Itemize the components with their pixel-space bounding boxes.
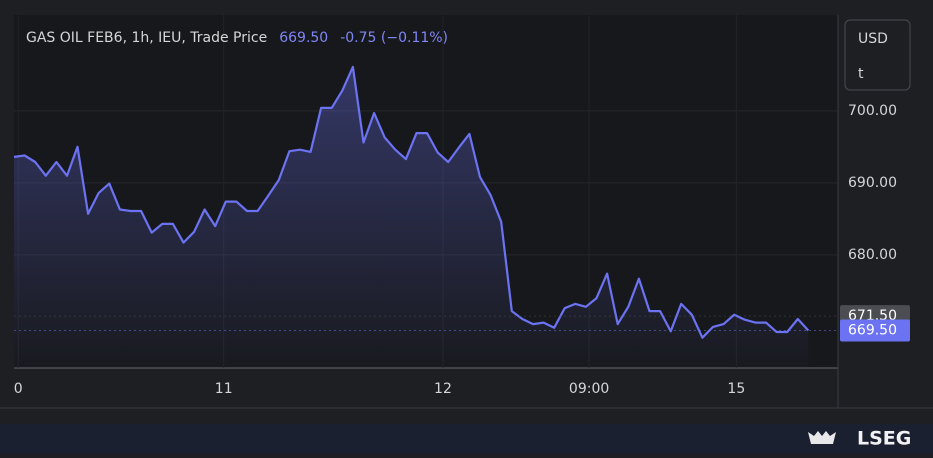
brand: LSEG [857, 428, 911, 450]
logo-icon [808, 431, 836, 444]
last-price: 669.50 [279, 30, 328, 46]
x-tick-label: 15 [727, 381, 745, 397]
price-change: -0.75 (−0.11%) [340, 30, 448, 46]
currency: USD [858, 31, 888, 47]
footer [0, 424, 933, 454]
plot [13, 65, 838, 369]
x-tick-label: 11 [215, 381, 233, 397]
y-tick-label: 700.00 [848, 103, 897, 119]
unit-box[interactable] [844, 19, 911, 91]
x-tick-label: 09:00 [569, 381, 609, 397]
price-tag [840, 319, 910, 342]
x-tick-label: 0 [14, 381, 23, 397]
y-tick-label: 690.00 [848, 175, 897, 191]
y-tick-label: 680.00 [848, 247, 897, 263]
unit: t [858, 66, 864, 82]
line [13, 65, 810, 339]
chart-title: GAS OIL FEB6, 1h, IEU, Trade Price [26, 30, 267, 46]
x-tick-label: 12 [434, 381, 452, 397]
price-tag-label: 669.50 [848, 323, 897, 339]
area [14, 66, 809, 369]
